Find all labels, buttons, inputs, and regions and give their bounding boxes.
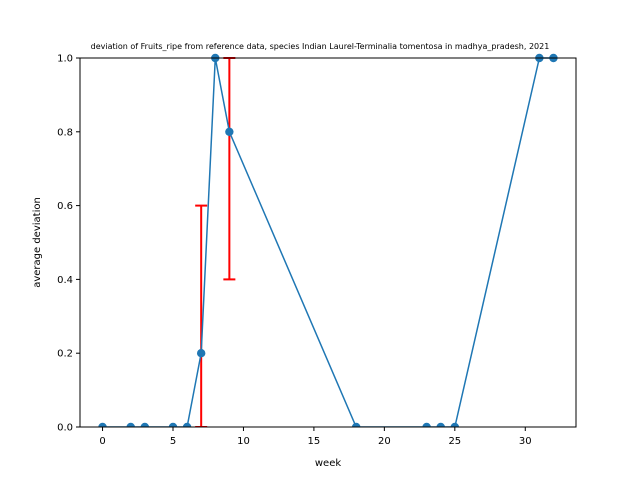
y-tick-label: 0.6 — [57, 201, 73, 212]
data-point — [168, 422, 178, 427]
x-tick-label: 25 — [448, 436, 461, 447]
x-axis-label: week — [315, 458, 341, 469]
chart-title: deviation of Fruits_ripe from reference … — [91, 42, 550, 51]
data-point — [450, 422, 460, 427]
y-axis-label: average deviation — [32, 197, 43, 288]
y-tick-label: 0.2 — [57, 349, 73, 360]
error-bar — [223, 57, 236, 281]
data-point — [196, 349, 206, 358]
data-point — [126, 422, 135, 427]
x-tick-label: 5 — [170, 436, 176, 447]
data-point — [140, 422, 150, 427]
y-tick-label: 1.0 — [57, 54, 73, 65]
error-bar — [195, 204, 208, 427]
series-line — [102, 57, 554, 427]
data-point — [351, 422, 361, 427]
data-point — [98, 422, 107, 427]
data-point — [422, 422, 431, 427]
x-axis: 0 5 10 15 20 25 30 — [99, 427, 532, 447]
y-tick-label: 0.8 — [57, 127, 73, 138]
x-tick-label: 10 — [237, 436, 250, 447]
data-point — [436, 422, 445, 427]
y-tick-label: 0.0 — [57, 423, 73, 434]
data-point — [182, 422, 192, 427]
x-tick-label: 0 — [99, 436, 105, 447]
data-point — [225, 127, 234, 136]
x-tick-label: 15 — [308, 436, 321, 447]
y-axis: 0.0 0.2 0.4 0.6 0.8 1.0 — [57, 54, 80, 434]
x-tick-label: 20 — [378, 436, 391, 447]
plot-frame — [79, 57, 577, 428]
x-tick-label: 30 — [519, 436, 532, 447]
y-tick-label: 0.4 — [57, 275, 73, 286]
